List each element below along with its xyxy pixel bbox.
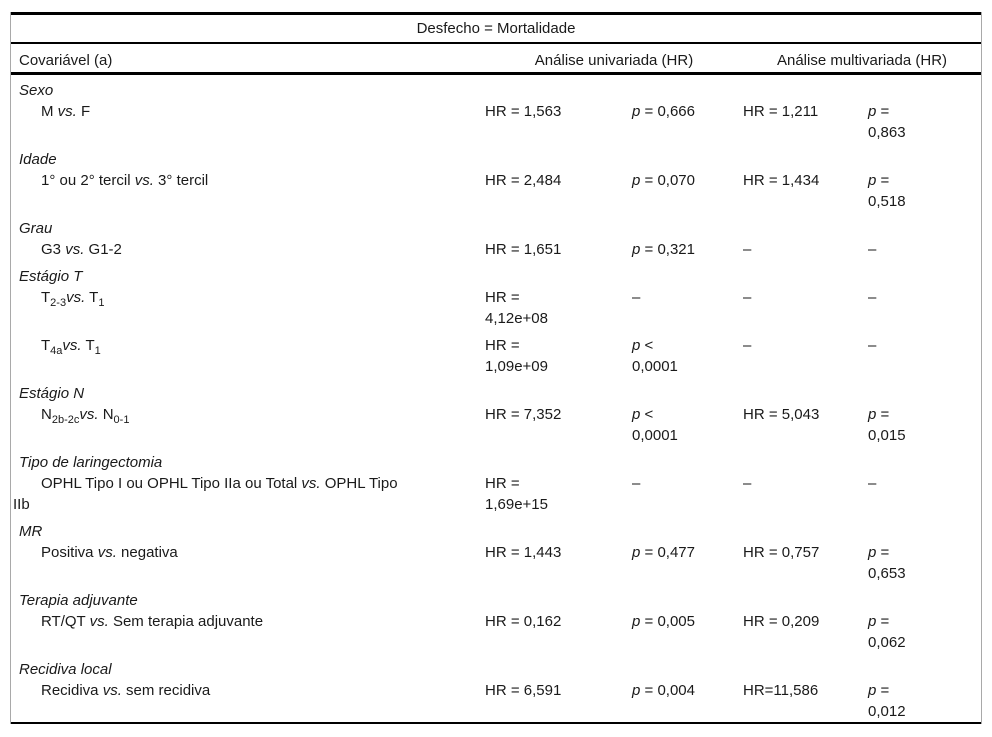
uni-p-value: p = 0,321: [632, 241, 695, 258]
table-row: T4avs. T1 HR = 1,09e+09 p < 0,0001 – –: [11, 335, 981, 377]
multi-hr-value: HR = 0,757: [743, 544, 820, 561]
multi-p-value: –: [868, 337, 877, 354]
table-row: 1° ou 2° tercil vs. 3° tercil HR = 2,484 p…: [11, 170, 981, 212]
multi-p-value: p = 0,062: [868, 613, 906, 651]
covariate-label: T2-3vs. T1: [41, 289, 105, 309]
uni-p-value: p = 0,070: [632, 172, 695, 189]
covariate-label: G3 vs. G1-2: [41, 241, 122, 258]
multi-hr-value: HR = 5,043: [743, 406, 820, 423]
multi-p-value: p = 0,012: [868, 682, 906, 720]
multi-p-value: p = 0,863: [868, 103, 906, 141]
uni-hr-value: HR = 4,12e+08: [485, 289, 548, 327]
uni-hr-value: HR = 1,563: [485, 103, 562, 120]
multi-p-value: p = 0,653: [868, 544, 906, 582]
category-label: Terapia adjuvante: [19, 592, 138, 609]
table-row: OPHL Tipo I ou OPHL Tipo IIa ou Total vs…: [11, 473, 981, 515]
multi-hr-value: –: [743, 475, 752, 492]
multi-p-value: –: [868, 289, 877, 306]
multi-hr-value: HR=11,586: [743, 682, 819, 699]
table-row: T2-3vs. T1 HR = 4,12e+08 – – –: [11, 287, 981, 329]
covariate-label: OPHL Tipo I ou OPHL Tipo IIa ou Total vs…: [13, 475, 398, 513]
uni-hr-value: HR = 1,651: [485, 241, 562, 258]
table-row: N2b-2cvs. N0-1 HR = 7,352 p < 0,0001 HR = 5…: [11, 404, 981, 446]
multi-hr-value: HR = 1,211: [743, 103, 819, 120]
table-title: Desfecho = Mortalidade: [11, 12, 981, 44]
covariate-label: Recidiva vs. sem recidiva: [41, 682, 211, 699]
category-label: Estágio T: [19, 268, 83, 285]
table-body: Sexo M vs. F HR = 1,563 p = 0,666 HR = 1,211…: [11, 75, 981, 724]
uni-p-value: p < 0,0001: [632, 406, 678, 444]
col-header-multivariate: Análise multivariada (HR): [776, 52, 948, 69]
uni-hr-value: HR = 1,69e+15: [485, 475, 548, 513]
multi-hr-value: –: [743, 289, 752, 306]
table-row: M vs. F HR = 1,563 p = 0,666 HR = 1,211 p = …: [11, 101, 981, 143]
covariate-label: 1° ou 2° tercil vs. 3° tercil: [41, 172, 209, 189]
table-header-row: Covariável (a) Análise univariada (HR) A…: [11, 44, 981, 75]
uni-hr-value: HR = 0,162: [485, 613, 562, 630]
covariate-label: N2b-2cvs. N0-1: [41, 406, 130, 426]
uni-p-value: p < 0,0001: [632, 337, 678, 375]
category-label: Sexo: [19, 82, 54, 99]
covariate-label: Positiva vs. negativa: [41, 544, 178, 561]
table-row: Recidiva vs. sem recidiva HR = 6,591 p = 0…: [11, 680, 981, 722]
uni-p-value: p = 0,004: [632, 682, 695, 699]
uni-p-value: p = 0,477: [632, 544, 695, 561]
uni-p-value: –: [632, 289, 641, 306]
covariate-label: T4avs. T1: [41, 337, 101, 357]
multi-p-value: p = 0,518: [868, 172, 906, 210]
multi-hr-value: HR = 0,209: [743, 613, 820, 630]
uni-hr-value: HR = 7,352: [485, 406, 562, 423]
uni-hr-value: HR = 2,484: [485, 172, 562, 189]
covariate-label: M vs. F: [41, 103, 91, 120]
results-table: Desfecho = Mortalidade Covariável (a) An…: [10, 12, 982, 724]
multi-hr-value: HR = 1,434: [743, 172, 820, 189]
multi-hr-value: –: [743, 337, 752, 354]
multi-p-value: –: [868, 475, 877, 492]
col-header-covariate: Covariável (a): [19, 52, 113, 69]
uni-p-value: p = 0,666: [632, 103, 695, 120]
category-label: Tipo de laringectomia: [19, 454, 163, 471]
category-label: Grau: [19, 220, 53, 237]
uni-p-value: –: [632, 475, 641, 492]
table-row: G3 vs. G1-2 HR = 1,651 p = 0,321 – –: [11, 239, 981, 260]
covariate-label: RT/QT vs. Sem terapia adjuvante: [41, 613, 264, 630]
category-label: MR: [19, 523, 43, 540]
category-label: Estágio N: [19, 385, 85, 402]
multi-p-value: –: [868, 241, 877, 258]
table-row: Positiva vs. negativa HR = 1,443 p = 0,477…: [11, 542, 981, 584]
category-label: Idade: [19, 151, 57, 168]
category-label: Recidiva local: [19, 661, 112, 678]
multi-hr-value: –: [743, 241, 752, 258]
uni-hr-value: HR = 6,591: [485, 682, 562, 699]
uni-p-value: p = 0,005: [632, 613, 695, 630]
uni-hr-value: HR = 1,09e+09: [485, 337, 548, 375]
multi-p-value: p = 0,015: [868, 406, 906, 444]
col-header-univariate: Análise univariada (HR): [534, 52, 694, 69]
uni-hr-value: HR = 1,443: [485, 544, 562, 561]
table-row: RT/QT vs. Sem terapia adjuvante HR = 0,16…: [11, 611, 981, 653]
